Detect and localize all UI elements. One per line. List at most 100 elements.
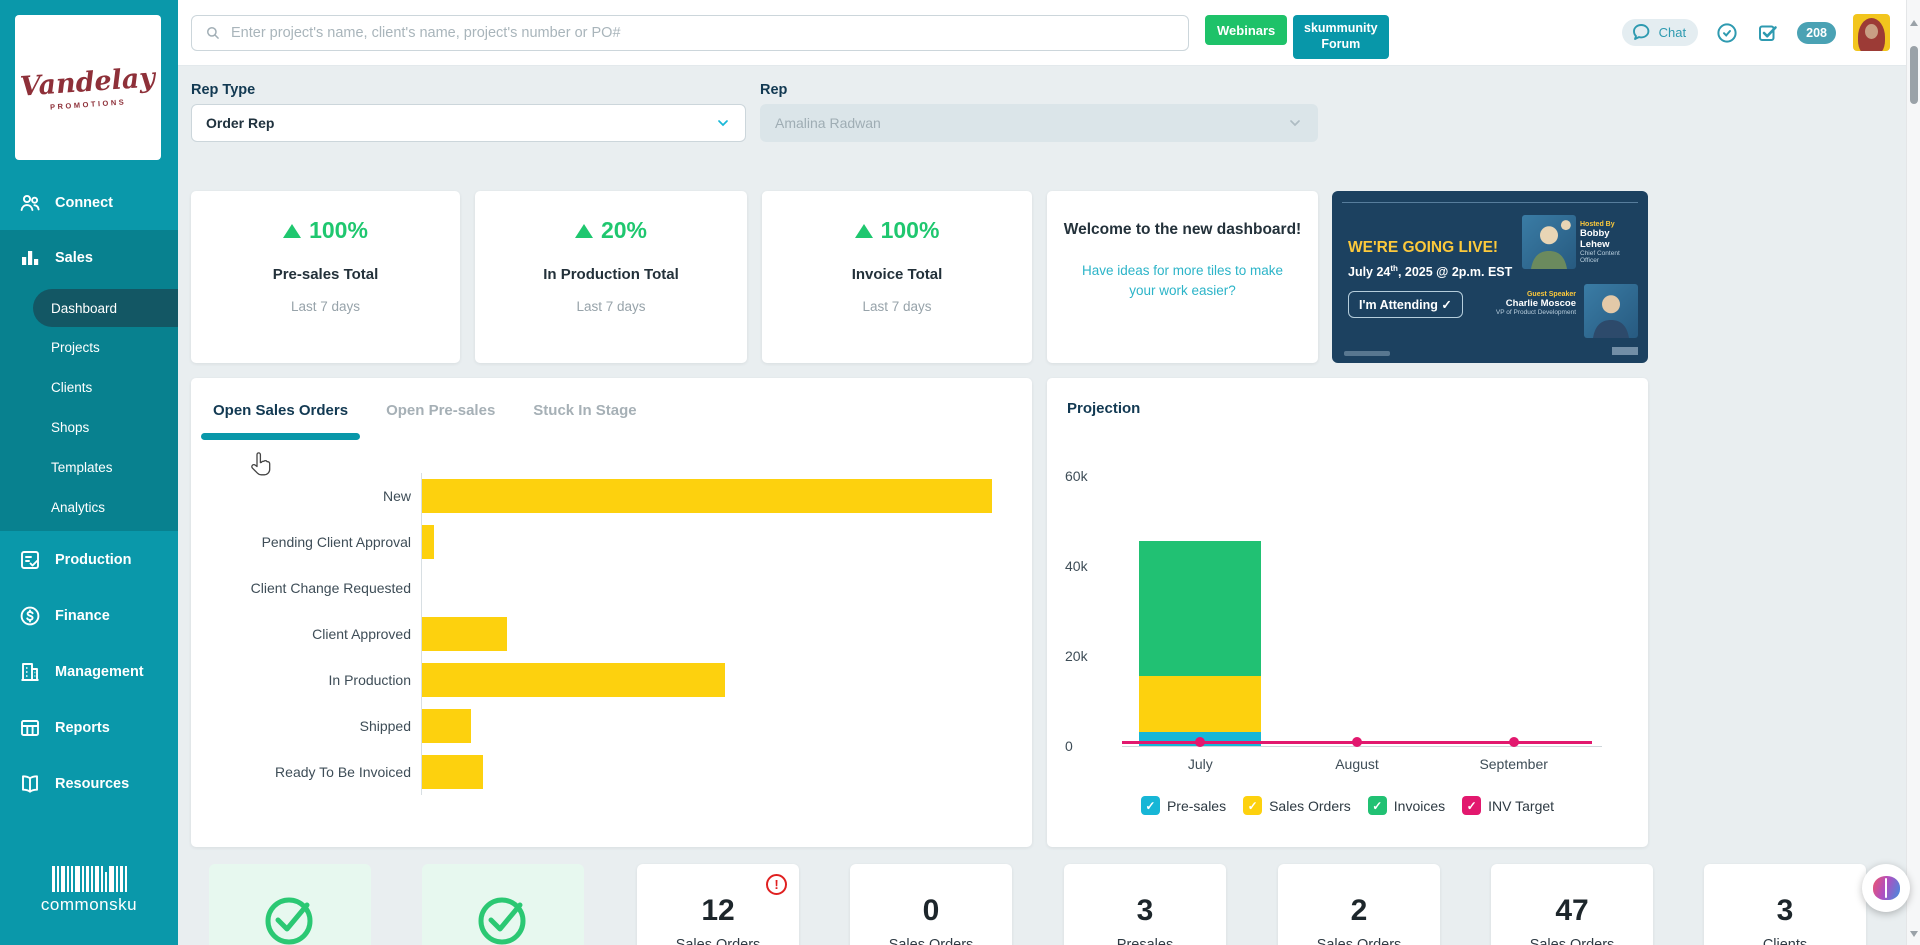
status-ok-card[interactable]: [422, 864, 584, 945]
up-triangle-icon: [283, 223, 302, 238]
stat-card[interactable]: 3 Clients: [1704, 864, 1866, 945]
webinars-button[interactable]: Webinars: [1205, 15, 1288, 45]
host-photo: [1522, 215, 1576, 269]
bar[interactable]: [422, 709, 471, 743]
chat-button[interactable]: Chat: [1621, 19, 1699, 46]
notification-count-badge[interactable]: 208: [1797, 21, 1836, 44]
sidebar-item-shops[interactable]: Shops: [51, 407, 178, 447]
stack-segment-invoices[interactable]: [1139, 540, 1262, 676]
rep-dropdown[interactable]: Amalina Radwan: [760, 104, 1318, 142]
inv-target-point[interactable]: [1508, 737, 1519, 748]
chevron-down-icon: [718, 120, 728, 127]
open-orders-chart: New Pending Client Approval Client Change …: [211, 473, 992, 795]
banner-footer-wordmark: [1344, 351, 1390, 356]
stat-card[interactable]: 12 Sales Orders: [637, 864, 799, 945]
scroll-down-arrow[interactable]: [1910, 931, 1918, 937]
sidebar-item-finance[interactable]: Finance: [0, 598, 178, 634]
bar-track: [421, 519, 992, 565]
tab-open-pre-sales[interactable]: Open Pre-sales: [386, 402, 496, 419]
stat-label: Clients: [1762, 937, 1808, 945]
sidebar-item-sales[interactable]: Sales: [0, 240, 178, 276]
sidebar-subitem-label: Shops: [51, 419, 90, 435]
clock-icon[interactable]: [1715, 21, 1739, 45]
sidebar-item-production[interactable]: Production: [0, 542, 178, 578]
bar[interactable]: [422, 525, 435, 559]
sidebar-item-label: Finance: [55, 608, 110, 624]
tab-open-sales-orders[interactable]: Open Sales Orders: [200, 402, 361, 440]
inv-target-point[interactable]: [1352, 737, 1362, 748]
sidebar-item-management[interactable]: Management: [0, 654, 178, 690]
legend-item-invoices[interactable]: Invoices: [1367, 796, 1445, 815]
tab-stuck-in-stage[interactable]: Stuck In Stage: [533, 402, 637, 419]
stat-label: Sales Orders: [1316, 937, 1402, 945]
kpi-title: Invoice Total: [851, 266, 943, 283]
legend-checkbox[interactable]: [1462, 796, 1482, 815]
bar-track: [421, 703, 992, 749]
people-icon: [20, 194, 40, 211]
mouse-cursor-icon: [251, 452, 271, 476]
bar[interactable]: [422, 755, 483, 789]
page-scrollbar[interactable]: [1906, 0, 1920, 945]
bar-track: [421, 473, 992, 519]
sidebar-item-projects[interactable]: Projects: [51, 327, 178, 367]
sidebar-item-label: Connect: [55, 195, 113, 211]
legend-item-pre-sales[interactable]: Pre-sales: [1140, 796, 1226, 815]
sidebar-item-clients[interactable]: Clients: [51, 367, 178, 407]
chart-column-september: [1435, 475, 1592, 746]
im-attending-button[interactable]: I'm Attending ✓: [1348, 291, 1463, 318]
scroll-up-arrow[interactable]: [1910, 20, 1918, 26]
stat-card[interactable]: 3 Presales: [1064, 864, 1226, 945]
company-logo: Vandelay PROMOTIONS: [15, 15, 161, 160]
legend-item-inv-target[interactable]: INV Target: [1462, 796, 1554, 815]
y-tick-label: 0: [1065, 738, 1073, 754]
sidebar-item-connect[interactable]: Connect: [0, 185, 178, 221]
search-input[interactable]: [231, 25, 1176, 41]
bar-row: Client Change Requested: [211, 565, 992, 611]
status-ok-card[interactable]: [209, 864, 371, 945]
stat-card[interactable]: 0 Sales Orders: [850, 864, 1012, 945]
skummunity-forum-button[interactable]: skummunity Forum: [1293, 15, 1389, 59]
bar[interactable]: [422, 479, 992, 513]
user-avatar[interactable]: [1853, 14, 1890, 51]
legend-checkbox[interactable]: [1243, 796, 1263, 815]
sidebar-item-resources[interactable]: Resources: [0, 766, 178, 802]
sidebar-subitem-label: Clients: [51, 379, 93, 395]
inv-target-point[interactable]: [1195, 737, 1206, 748]
global-search[interactable]: [191, 15, 1189, 51]
legend-item-sales-orders[interactable]: Sales Orders: [1243, 796, 1351, 815]
legend-checkbox[interactable]: [1140, 796, 1160, 815]
bar[interactable]: [422, 617, 507, 651]
kpi-subtitle: Last 7 days: [290, 299, 361, 314]
stack-segment-sales-orders[interactable]: [1139, 676, 1262, 733]
bar-category-label: Shipped: [359, 718, 411, 734]
stat-label: Presales: [1116, 937, 1174, 945]
chat-label: Chat: [1658, 25, 1687, 40]
rep-type-label: Rep Type: [191, 82, 256, 98]
commonsku-wordmark: commonsku: [40, 895, 138, 914]
bar-track: [421, 657, 992, 703]
feedback-link[interactable]: Have ideas for more tiles to make your w…: [1081, 263, 1284, 299]
sidebar-item-dashboard[interactable]: Dashboard: [33, 289, 178, 327]
bar[interactable]: [422, 663, 726, 697]
rep-type-dropdown[interactable]: Order Rep: [191, 104, 746, 142]
stat-value: 3: [1136, 894, 1154, 927]
x-tick-label: September: [1479, 756, 1548, 772]
scrollbar-thumb[interactable]: [1910, 46, 1918, 104]
legend-checkbox[interactable]: [1367, 796, 1387, 815]
tasks-checkbox-icon[interactable]: [1756, 21, 1780, 45]
assistant-floating-button[interactable]: [1862, 864, 1910, 912]
forum-label-line2: Forum: [1321, 37, 1361, 51]
y-tick-label: 20k: [1065, 648, 1088, 664]
stat-card[interactable]: 2 Sales Orders: [1278, 864, 1440, 945]
stat-card[interactable]: 47 Sales Orders: [1491, 864, 1653, 945]
bar-category-label: In Production: [328, 672, 412, 688]
building-icon: [21, 663, 39, 681]
sidebar-item-analytics[interactable]: Analytics: [51, 487, 178, 527]
webinar-banner[interactable]: WE'RE GOING LIVE! July 24th, 2025 @ 2p.m…: [1332, 191, 1648, 363]
forum-label-line1: skummunity: [1304, 21, 1378, 36]
alert-icon: [766, 874, 787, 895]
chart-column-august: [1279, 475, 1436, 746]
sidebar-item-templates[interactable]: Templates: [51, 447, 178, 487]
sidebar-item-reports[interactable]: Reports: [0, 710, 178, 746]
bar-track: [421, 611, 992, 657]
